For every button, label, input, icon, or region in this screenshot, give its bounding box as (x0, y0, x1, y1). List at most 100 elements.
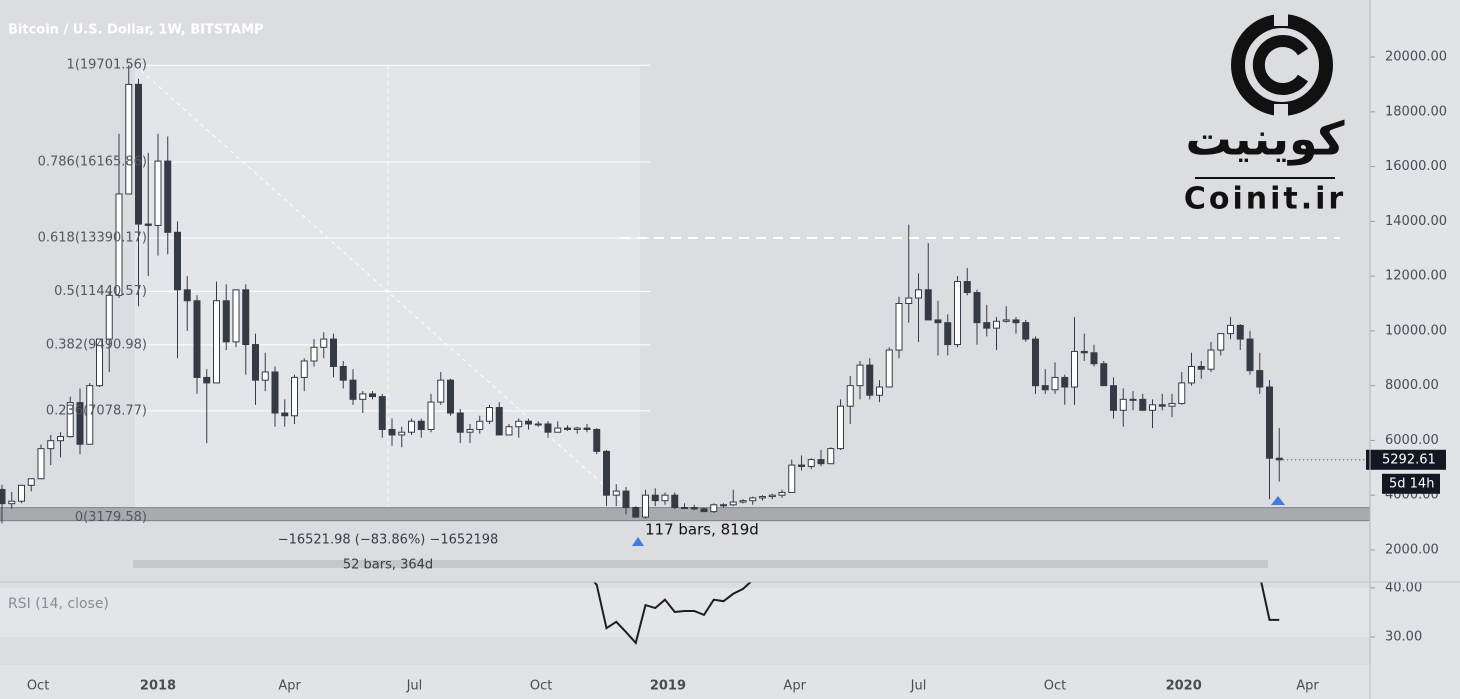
y-tick-label: 12000.00 (1385, 269, 1447, 284)
candle-body (27, 478, 35, 486)
candle-body (456, 412, 464, 433)
candle-body (710, 504, 718, 513)
candle-body (1080, 350, 1088, 354)
candle-body (593, 428, 601, 452)
candle-body (573, 427, 581, 430)
candle-body (174, 231, 181, 291)
candle-body (837, 405, 844, 450)
candle-body (1051, 376, 1059, 391)
candle-body (749, 497, 757, 502)
countdown-box (1382, 473, 1440, 494)
candle-body (310, 346, 318, 362)
candle-body (905, 297, 913, 304)
candle-body (144, 223, 152, 226)
candle-body (1041, 385, 1049, 391)
x-tick-label: Apr (783, 679, 806, 694)
measure-bar (133, 560, 1268, 568)
y-tick-label: 2000.00 (1385, 542, 1439, 557)
candle-body (1217, 333, 1225, 351)
y-tick-label: 6000.00 (1385, 433, 1439, 448)
candle-body (1227, 324, 1234, 335)
candle-body (846, 385, 854, 407)
candle-body (154, 160, 162, 226)
candle-body (339, 365, 347, 381)
candle-body (544, 423, 552, 433)
rsi-title: RSI (14, close) (8, 596, 109, 612)
time-axis-bg (0, 665, 1460, 699)
x-tick-label: Oct (1044, 679, 1066, 694)
rsi-band (0, 587, 1370, 638)
candle-body (1256, 370, 1264, 388)
candle-body (183, 289, 191, 302)
candle-body (1178, 382, 1186, 404)
candle-body (807, 459, 815, 467)
candle-body (866, 364, 874, 396)
candle-body (96, 338, 103, 387)
candle-body (447, 379, 454, 414)
candle-body (973, 292, 981, 324)
candle-body (1022, 322, 1030, 340)
candle-body (437, 379, 445, 403)
candle-body (369, 393, 376, 398)
candle-body (817, 459, 825, 465)
candle-body (1061, 376, 1069, 388)
y-tick-label: 16000.00 (1385, 159, 1447, 174)
candle-body (963, 281, 971, 294)
candle-body (827, 448, 835, 465)
candle-body (291, 376, 298, 417)
candle-body (1246, 338, 1254, 372)
x-tick-label: Apr (1296, 679, 1319, 694)
candle-body (232, 289, 240, 343)
rsi-tick-label: 30.00 (1385, 630, 1422, 645)
candle-body (944, 322, 952, 346)
marker (1271, 496, 1285, 505)
x-tick-label: 2019 (650, 679, 686, 694)
candle-body (203, 376, 211, 384)
x-tick-label: Jul (406, 679, 423, 694)
fib-label: 1(19701.56) (67, 58, 147, 73)
candle-body (115, 193, 123, 296)
candle-body (213, 300, 220, 384)
candle-body (983, 322, 991, 329)
candle-body (261, 371, 269, 381)
candle-body (915, 289, 922, 299)
logo-brand: کوینیت (1185, 112, 1344, 166)
candle-body (125, 83, 133, 195)
candle-body (1158, 404, 1166, 407)
candle-body (466, 428, 474, 433)
logo-site: Coinit.ir (1184, 182, 1346, 217)
fib-label: 0(3179.58) (75, 510, 147, 525)
candle-body (271, 371, 279, 414)
candle-body (47, 440, 55, 450)
candle-body (1119, 398, 1127, 411)
candle-body (798, 464, 805, 467)
candle-body (398, 431, 406, 436)
candle-body (1002, 319, 1010, 322)
candle-body (661, 494, 669, 502)
candle-body (252, 344, 259, 381)
candle-body (690, 507, 698, 510)
y-tick-label: 8000.00 (1385, 378, 1439, 393)
y-tick-label: 20000.00 (1385, 50, 1447, 65)
candle-body (534, 423, 542, 426)
candle-body (603, 450, 610, 496)
fib-label: 0.236(7078.77) (46, 403, 147, 418)
candle-body (37, 448, 45, 480)
x-tick-label: Oct (27, 679, 49, 694)
candle-body (76, 402, 84, 445)
candle-body (651, 494, 659, 502)
candle-body (876, 386, 883, 396)
candle-body (759, 496, 766, 499)
candle-body (525, 420, 532, 425)
candle-body (1197, 365, 1205, 370)
candle-body (739, 500, 747, 503)
candle-body (86, 385, 94, 445)
candle-body (427, 401, 435, 430)
candle-body (222, 300, 230, 343)
candle-body (378, 396, 386, 430)
candle-body (0, 488, 6, 505)
candle-body (1032, 338, 1039, 387)
candle-body (8, 500, 16, 505)
candle-body (788, 464, 796, 493)
